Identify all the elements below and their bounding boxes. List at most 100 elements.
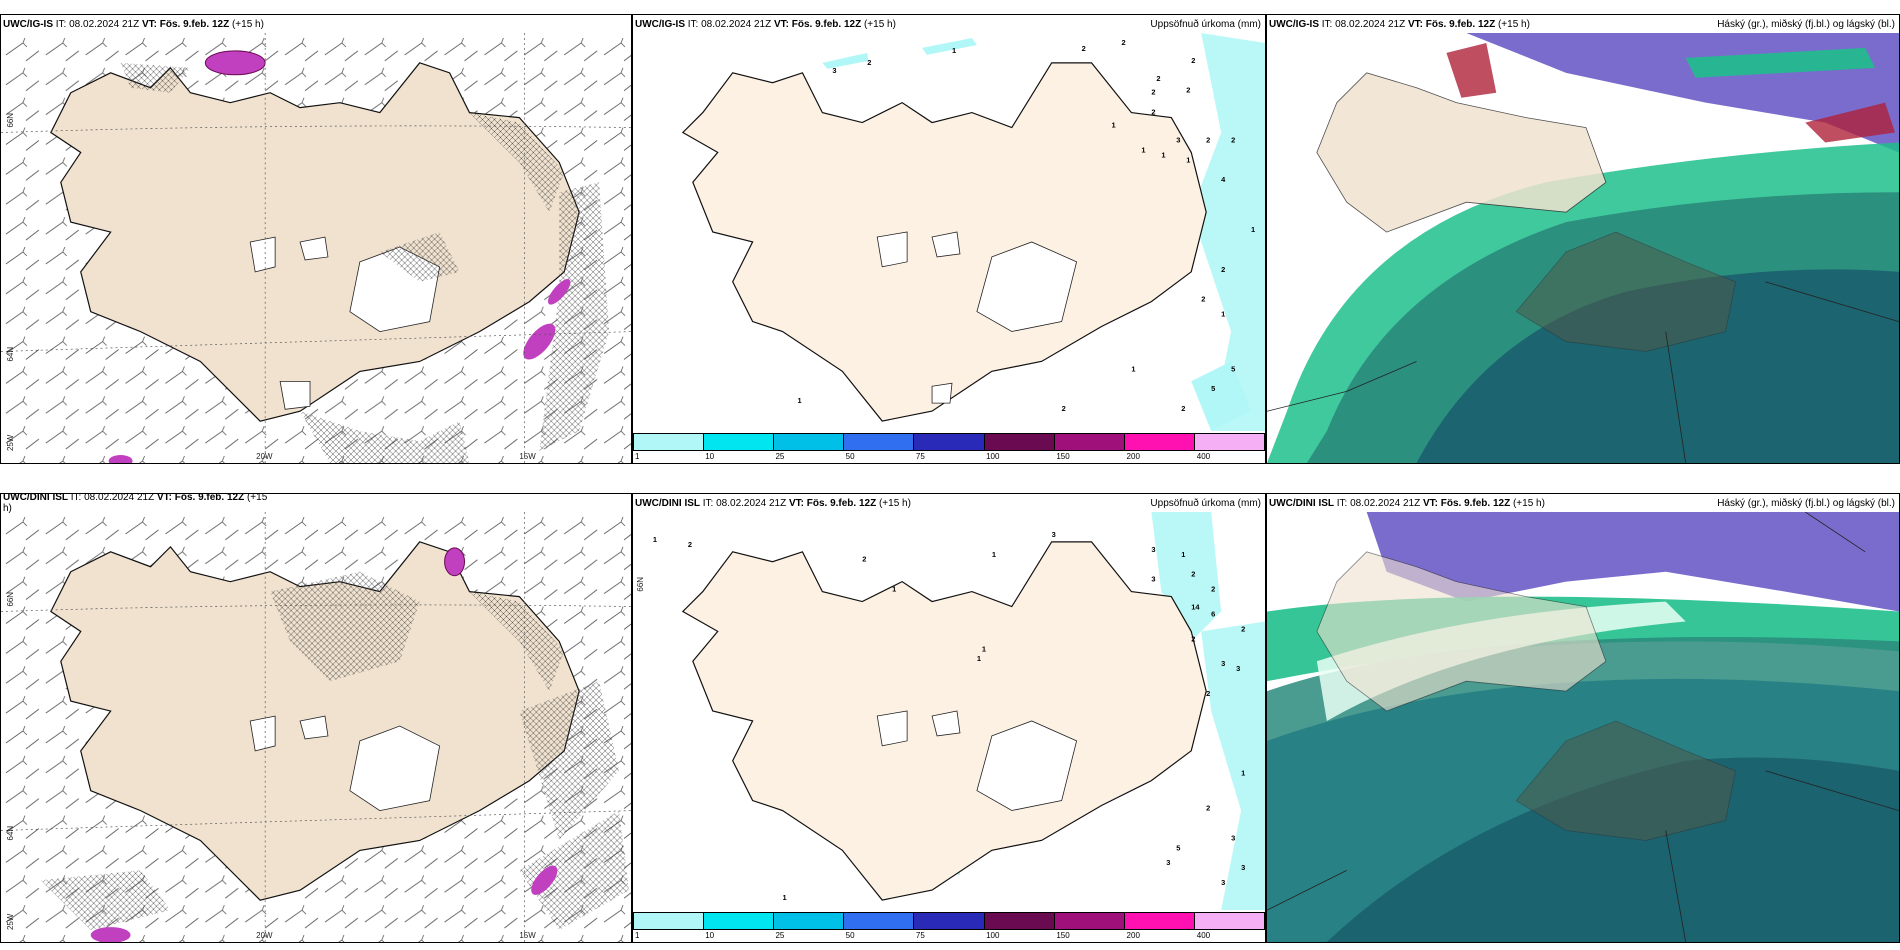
precip-map: 66N 1 2 2 1 3 1 3 1 3 2 2 14 6 2 2 1 1 3 3 2 1 2 3 5 3 3 3 1 bbox=[633, 512, 1265, 910]
colorbar-tick-label: 1 bbox=[635, 931, 640, 940]
precip-value-label: 2 bbox=[1201, 295, 1205, 304]
precip-value-label: 3 bbox=[1151, 575, 1155, 584]
precip-value-label: 2 bbox=[1151, 88, 1155, 97]
glacier bbox=[931, 231, 961, 258]
lon-label-15: 15W bbox=[519, 452, 536, 461]
precip-value-label: 2 bbox=[1241, 624, 1245, 633]
panel-right-label: Háský (gr.), miðský (fj.bl.) og lágský (… bbox=[1717, 19, 1895, 30]
hatch-area bbox=[469, 112, 565, 213]
precip-value-label: 2 bbox=[1211, 585, 1215, 594]
colorbar-tick-label: 50 bbox=[845, 931, 855, 940]
panel-right-label: Uppsöfnuð úrkoma (mm) bbox=[1150, 19, 1261, 30]
precip-value-label: 2 bbox=[1206, 135, 1210, 144]
precip-value-label: 1 bbox=[892, 585, 896, 594]
colorbar-tick-label: 75 bbox=[915, 931, 925, 940]
glacier bbox=[976, 720, 1078, 811]
colorbar-tick-label: 1 bbox=[635, 452, 640, 461]
hatch-area bbox=[300, 411, 470, 463]
glacier bbox=[299, 236, 329, 261]
precip-value-label: 2 bbox=[1221, 265, 1225, 274]
lon-label-20: 20W bbox=[256, 931, 273, 940]
lat-label-66: 66N bbox=[6, 113, 15, 128]
precip-value-label: 14 bbox=[1191, 603, 1200, 612]
glacier bbox=[931, 710, 961, 737]
precip-value-label: 1 bbox=[1251, 225, 1255, 234]
panel-title: UWC/DINI ISL IT: 08.02.2024 21Z VT: Fös.… bbox=[3, 493, 268, 514]
precip-value-label: 2 bbox=[1151, 108, 1155, 117]
colorbar-tick-label: 400 bbox=[1196, 452, 1211, 461]
precip-value-label: 1 bbox=[1141, 145, 1145, 154]
panel-top-right-clouds: UWC/IG-IS IT: 08.02.2024 21Z VT: Fös. 9.… bbox=[1266, 14, 1900, 464]
colorbar-segment bbox=[844, 913, 915, 929]
colorbar-tick-label: 100 bbox=[986, 452, 1000, 461]
precip-value-label: 1 bbox=[992, 550, 996, 559]
precip-value-label: 3 bbox=[1241, 863, 1245, 872]
colorbar-segments bbox=[633, 912, 1265, 930]
iceland-wind-map: 66N 64N 25W 20W 15W bbox=[1, 33, 631, 463]
iceland-cloud-map bbox=[1267, 33, 1899, 463]
colorbar-tick-label: 150 bbox=[1056, 452, 1070, 461]
precip-value-label: 2 bbox=[1191, 634, 1195, 643]
panel-right-label: Háský (gr.), miðský (fj.bl.) og lágský (… bbox=[1717, 498, 1895, 509]
hatch-area bbox=[40, 870, 171, 931]
colorbar-segment bbox=[1054, 913, 1125, 929]
colorbar-labels: 1 10 25 50 75 100 150 200 400 bbox=[633, 452, 1265, 462]
glacier bbox=[931, 382, 953, 404]
colorbar-segment bbox=[704, 913, 775, 929]
hatch-area bbox=[379, 232, 460, 282]
colorbar-segment bbox=[634, 434, 705, 450]
lon-label-15: 15W bbox=[519, 931, 536, 940]
precip-value-label: 2 bbox=[1206, 689, 1210, 698]
colorbar-labels: 1 10 25 50 75 100 150 200 400 bbox=[633, 931, 1265, 941]
iceland-wind-map: 66N 64N 25W 20W 15W bbox=[1, 512, 631, 942]
precip-value-label: 1 bbox=[1111, 121, 1115, 130]
colorbar-segment bbox=[844, 434, 915, 450]
panel-title: UWC/IG-IS IT: 08.02.2024 21Z VT: Fös. 9.… bbox=[3, 19, 264, 30]
precip-value-label: 2 bbox=[867, 58, 871, 67]
glacier bbox=[349, 725, 441, 812]
hatch-area bbox=[519, 681, 620, 841]
colorbar: 1 10 25 50 75 100 150 200 400 bbox=[633, 433, 1265, 463]
colorbar-tick-label: 25 bbox=[775, 931, 785, 940]
precip-value-label: 1 bbox=[653, 535, 657, 544]
precip-value-label: 5 bbox=[1231, 364, 1235, 373]
precip-value-label: 3 bbox=[1052, 530, 1056, 539]
precip-value-label: 1 bbox=[1161, 150, 1165, 159]
glacier bbox=[249, 236, 276, 273]
glacier bbox=[279, 380, 311, 410]
colorbar-segment bbox=[1194, 434, 1264, 450]
colorbar-tick-label: 200 bbox=[1126, 931, 1140, 940]
precip-value-label: 2 bbox=[862, 555, 866, 564]
colorbar-segment bbox=[984, 913, 1055, 929]
glacier bbox=[976, 241, 1078, 332]
panel-bottom-right-clouds: UWC/DINI ISL IT: 08.02.2024 21Z VT: Fös.… bbox=[1266, 493, 1900, 943]
glacier bbox=[876, 231, 908, 268]
precip-value-label: 2 bbox=[1186, 86, 1190, 95]
colorbar-segment bbox=[1054, 434, 1125, 450]
hatch-area bbox=[519, 810, 630, 931]
precip-value-label: 1 bbox=[1241, 769, 1245, 778]
wind-map: 66N 64N 25W 20W 15W bbox=[1, 33, 631, 463]
precip-value-label: 3 bbox=[1151, 545, 1155, 554]
colorbar-segment bbox=[1124, 913, 1195, 929]
hatch-area bbox=[270, 571, 420, 682]
colorbar-tick-label: 100 bbox=[986, 931, 1000, 940]
precip-value-label: 4 bbox=[1221, 175, 1226, 184]
precip-value-label: 1 bbox=[1186, 155, 1190, 164]
panel-title: UWC/IG-IS IT: 08.02.2024 21Z VT: Fös. 9.… bbox=[1269, 19, 1530, 30]
precip-value-label: 3 bbox=[1166, 858, 1170, 867]
precip-value-label: 2 bbox=[1062, 404, 1066, 413]
precip-value-label: 2 bbox=[1231, 135, 1235, 144]
precip-value-label: 2 bbox=[1121, 38, 1125, 47]
panel-title: UWC/DINI ISL IT: 08.02.2024 21Z VT: Fös.… bbox=[635, 498, 911, 509]
colorbar-segment bbox=[774, 913, 845, 929]
colorbar-tick-label: 75 bbox=[915, 452, 925, 461]
precip-value-label: 1 bbox=[797, 396, 801, 405]
colorbar-tick-label: 200 bbox=[1126, 452, 1140, 461]
precip-value-label: 3 bbox=[1176, 135, 1180, 144]
precip-value-label: 3 bbox=[1236, 664, 1240, 673]
panel-bottom-middle-precip: UWC/DINI ISL IT: 08.02.2024 21Z VT: Fös.… bbox=[632, 493, 1266, 943]
